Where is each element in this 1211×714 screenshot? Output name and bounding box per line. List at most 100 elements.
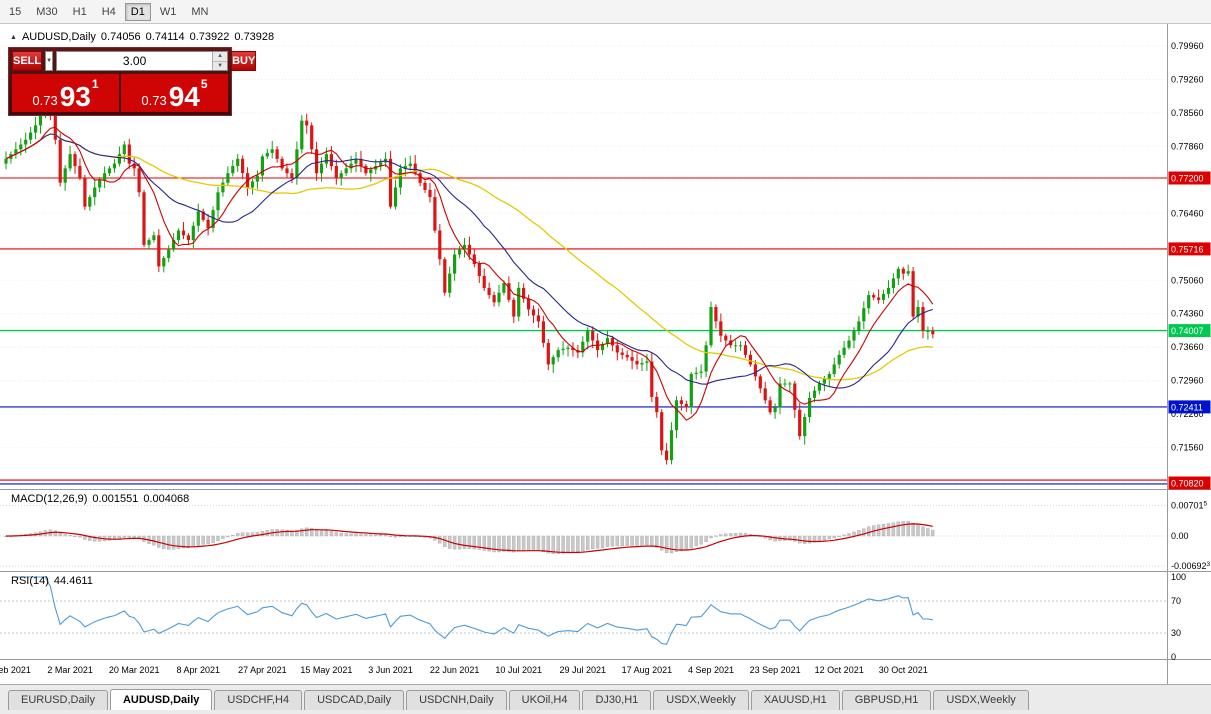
macd-gridlines <box>0 505 1167 567</box>
svg-text:23 Sep 2021: 23 Sep 2021 <box>750 665 801 675</box>
chart-tab-7-usdx-weekly[interactable]: USDX,Weekly <box>653 690 749 710</box>
chart-header: ▲ AUDUSD,Daily 0.74056 0.74114 0.73922 0… <box>10 31 274 43</box>
chart-tab-1-audusd-daily[interactable]: AUDUSD,Daily <box>109 689 213 710</box>
macd-histogram <box>4 521 935 554</box>
volume-decrease-button[interactable]: ▼ <box>213 61 228 70</box>
timeframe-button-m30[interactable]: M30 <box>30 3 63 21</box>
chart-tab-0-eurusd-daily[interactable]: EURUSD,Daily <box>8 690 108 710</box>
ohlc-high: 0.74114 <box>145 31 185 43</box>
buy-price-pip: 5 <box>200 77 208 91</box>
collapse-panel-icon[interactable]: ▲ <box>10 33 17 41</box>
buy-price-button[interactable]: 0.73 94 5 <box>121 74 228 112</box>
sell-price-big: 93 <box>59 81 91 112</box>
horizontal-levels[interactable] <box>0 177 1167 485</box>
price-gridlines <box>0 45 1167 482</box>
svg-text:0.007015: 0.007015 <box>1171 501 1208 511</box>
ohlc-low: 0.73922 <box>189 31 230 43</box>
macd-main-value: 0.001551 <box>92 493 139 505</box>
volume-increase-button[interactable]: ▲ <box>213 52 228 62</box>
chart-tab-8-xauusd-h1[interactable]: XAUUSD,H1 <box>750 690 840 710</box>
chart-tab-bar: EURUSD,Daily AUDUSD,Daily USDCHF,H4 USDCAD,… <box>0 684 1211 710</box>
svg-text:0.77860: 0.77860 <box>1171 141 1204 151</box>
chart-symbol-label: AUDUSD,Daily <box>21 31 96 43</box>
price-badge-0.75716 <box>1168 242 1211 256</box>
svg-text:100: 100 <box>1171 572 1186 582</box>
status-strip <box>0 710 1211 714</box>
svg-text:4 Sep 2021: 4 Sep 2021 <box>688 665 734 675</box>
chart-tab-5-ukoil-h4[interactable]: UKOil,H4 <box>508 690 581 710</box>
svg-text:8 Apr 2021: 8 Apr 2021 <box>177 665 221 675</box>
chevron-down-icon: ▼ <box>46 58 53 64</box>
ma-fast-line <box>5 126 934 421</box>
timeframe-button-d1[interactable]: D1 <box>124 2 151 21</box>
timeframe-button-15[interactable]: 15 <box>3 3 27 21</box>
price-badge-0.70820 <box>1168 476 1211 490</box>
chart-tab-3-usdcad-daily[interactable]: USDCAD,Daily <box>304 690 405 710</box>
chart-tab-10-usdx-weekly[interactable]: USDX,Weekly <box>933 690 1029 710</box>
rsi-indicator-title: RSI(14) 44.4611 <box>11 575 93 587</box>
svg-text:0.71560: 0.71560 <box>1171 443 1204 453</box>
price-badge-0.72411 <box>1168 400 1211 414</box>
timeframe-button-h1[interactable]: H1 <box>67 3 93 21</box>
buy-price-prefix: 0.73 <box>141 93 167 108</box>
svg-text:0: 0 <box>1171 652 1176 662</box>
svg-text:11 Feb 2021: 11 Feb 2021 <box>0 665 31 675</box>
ohlc-open: 0.74056 <box>100 31 141 43</box>
sell-price-pip: 1 <box>91 77 99 91</box>
one-click-trading-panel: SELL ▼ ▲ ▼ BUY 0.73 93 1 0.73 94 5 <box>8 47 257 116</box>
volume-input[interactable] <box>57 52 213 70</box>
svg-text:12 Oct 2021: 12 Oct 2021 <box>815 665 864 675</box>
buy-button[interactable]: BUY <box>231 51 257 71</box>
svg-text:0.70820: 0.70820 <box>1171 479 1204 489</box>
price-badge-0.74007 <box>1168 324 1211 338</box>
svg-text:27 Apr 2021: 27 Apr 2021 <box>238 665 287 675</box>
svg-text:10 Jul 2021: 10 Jul 2021 <box>495 665 542 675</box>
svg-text:17 Aug 2021: 17 Aug 2021 <box>622 665 673 675</box>
sell-price-prefix: 0.73 <box>32 93 58 108</box>
macd-signal-line <box>6 523 933 554</box>
svg-text:0.75716: 0.75716 <box>1171 244 1204 254</box>
chart-tab-9-gbpusd-h1[interactable]: GBPUSD,H1 <box>841 690 932 710</box>
price-axis: 0.79960 0.79260 0.78560 0.77860 0.76460 0.750… <box>1171 41 1211 662</box>
svg-text:0.76460: 0.76460 <box>1171 208 1204 218</box>
svg-text:70: 70 <box>1171 596 1181 606</box>
svg-text:29 Jul 2021: 29 Jul 2021 <box>560 665 607 675</box>
svg-text:30 Oct 2021: 30 Oct 2021 <box>879 665 928 675</box>
rsi-name: RSI(14) <box>11 575 49 587</box>
rsi-value: 44.4611 <box>53 575 93 587</box>
svg-text:0.78560: 0.78560 <box>1171 108 1204 118</box>
rsi-line <box>15 576 933 645</box>
svg-text:0.74007: 0.74007 <box>1171 326 1204 336</box>
timeframe-button-h4[interactable]: H4 <box>96 3 122 21</box>
buy-price-big: 94 <box>168 81 200 112</box>
svg-text:0.79960: 0.79960 <box>1171 41 1204 51</box>
svg-text:0.75060: 0.75060 <box>1171 275 1204 285</box>
svg-text:15 May 2021: 15 May 2021 <box>300 665 352 675</box>
price-level-badges: 0.77200 0.75716 0.72411 0.70820 0.74007 <box>1168 171 1211 490</box>
ohlc-close: 0.73928 <box>234 31 275 43</box>
svg-text:0.79260: 0.79260 <box>1171 74 1204 84</box>
svg-text:0.77200: 0.77200 <box>1171 174 1204 184</box>
date-axis: 11 Feb 2021 2 Mar 2021 20 Mar 2021 8 Apr 20… <box>0 665 928 675</box>
svg-text:0.74360: 0.74360 <box>1171 309 1204 319</box>
macd-signal-value: 0.004068 <box>143 493 190 505</box>
rsi-gridlines <box>0 600 1167 634</box>
svg-text:0.72411: 0.72411 <box>1171 402 1203 412</box>
svg-text:3 Jun 2021: 3 Jun 2021 <box>368 665 413 675</box>
volume-dropdown[interactable]: ▼ <box>45 51 54 71</box>
sell-button[interactable]: SELL <box>12 51 43 71</box>
timeframe-button-w1[interactable]: W1 <box>154 3 183 21</box>
svg-text:0.72960: 0.72960 <box>1171 376 1204 386</box>
svg-text:30: 30 <box>1171 628 1181 638</box>
svg-text:20 Mar 2021: 20 Mar 2021 <box>109 665 160 675</box>
svg-text:22 Jun 2021: 22 Jun 2021 <box>430 665 480 675</box>
sell-price-button[interactable]: 0.73 93 1 <box>12 74 119 112</box>
svg-text:-0.006923: -0.006923 <box>1171 561 1211 571</box>
chart-tab-6-dj30-h1[interactable]: DJ30,H1 <box>582 690 652 710</box>
chart-tab-4-usdcnh-daily[interactable]: USDCNH,Daily <box>406 690 507 710</box>
timeframe-button-mn[interactable]: MN <box>185 3 214 21</box>
svg-text:0.73660: 0.73660 <box>1171 342 1204 352</box>
chart-tab-2-usdchf-h4[interactable]: USDCHF,H4 <box>214 690 303 710</box>
